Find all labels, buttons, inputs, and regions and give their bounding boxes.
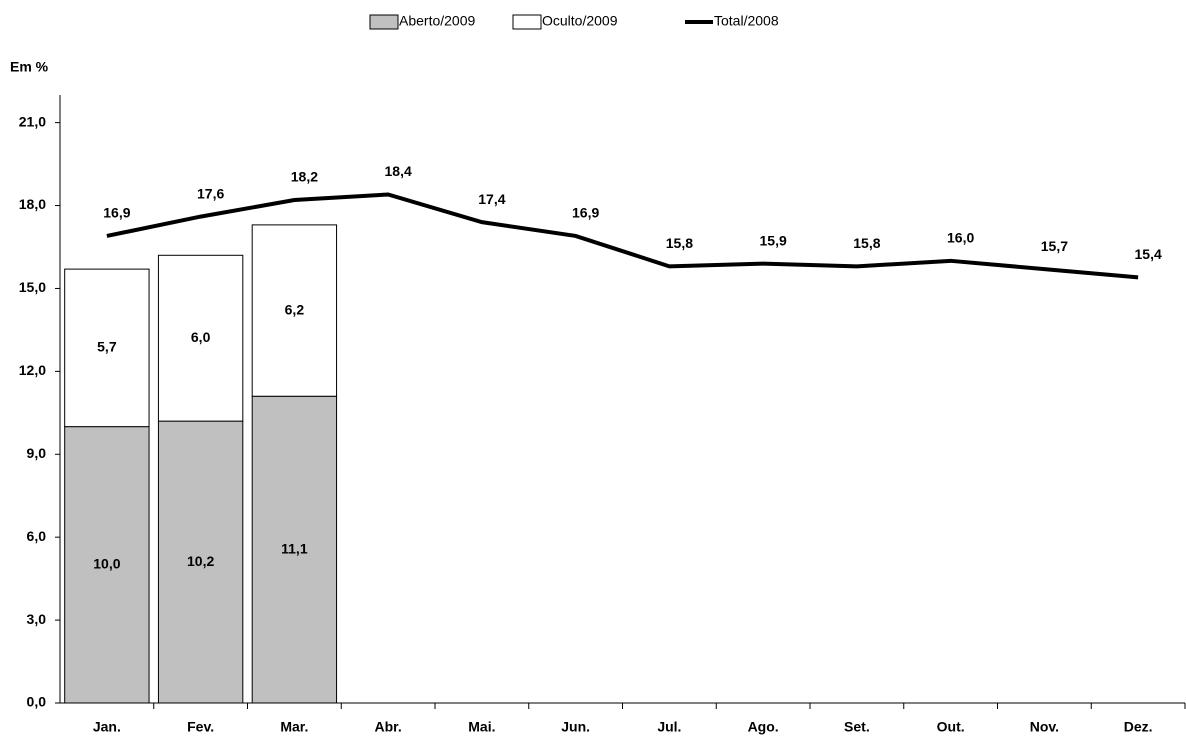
x-tick-label: Dez.	[1124, 719, 1153, 735]
x-tick-label: Jul.	[657, 719, 681, 735]
bar-value-label: 11,1	[281, 540, 308, 556]
line-value-label: 18,2	[291, 169, 318, 185]
x-tick-label: Fev.	[187, 719, 214, 735]
bar-value-label: 6,0	[191, 329, 211, 345]
x-tick-label: Nov.	[1030, 719, 1059, 735]
y-tick-label: 9,0	[27, 445, 47, 461]
line-value-label: 16,9	[103, 205, 130, 221]
legend-label: Oculto/2009	[542, 13, 618, 29]
y-tick-label: 21,0	[19, 113, 46, 129]
x-tick-label: Out.	[937, 719, 965, 735]
line-value-label: 16,0	[947, 230, 974, 246]
line-value-label: 15,7	[1041, 238, 1068, 254]
bar	[64, 268, 150, 428]
line-value-label: 17,4	[478, 191, 505, 207]
x-tick-label: Mai.	[468, 719, 495, 735]
x-tick-label: Mar.	[280, 719, 308, 735]
line-value-label: 15,8	[666, 235, 693, 251]
line-value-label: 16,9	[572, 205, 599, 221]
y-tick-label: 18,0	[19, 196, 46, 212]
line	[106, 192, 1139, 280]
line-value-label: 15,9	[760, 232, 787, 248]
bar-value-label: 5,7	[97, 339, 117, 355]
line-value-label: 18,4	[385, 163, 412, 179]
line-value-label: 15,4	[1135, 246, 1162, 262]
bar-value-label: 6,2	[285, 301, 305, 317]
line-value-label: 15,8	[853, 235, 880, 251]
legend-swatch	[369, 14, 399, 30]
bar-value-label: 10,2	[187, 553, 214, 569]
x-tick-label: Ago.	[748, 719, 779, 735]
y-tick-label: 0,0	[27, 694, 47, 710]
y-tick-label: 3,0	[27, 611, 47, 627]
legend-swatch	[512, 14, 542, 30]
bar	[251, 395, 338, 704]
x-tick-label: Abr.	[375, 719, 402, 735]
x-tick-label: Jan.	[93, 719, 121, 735]
bar	[64, 426, 150, 704]
bar	[251, 224, 338, 397]
y-tick-label: 15,0	[19, 279, 46, 295]
x-tick-label: Jun.	[561, 719, 590, 735]
legend-label: Total/2008	[714, 13, 779, 29]
y-tick-label: 12,0	[19, 362, 46, 378]
y-tick-label: 6,0	[27, 528, 47, 544]
legend-label: Aberto/2009	[399, 13, 475, 29]
bar-value-label: 10,0	[93, 556, 120, 572]
line-value-label: 17,6	[197, 185, 224, 201]
x-tick-label: Set.	[844, 719, 870, 735]
y-axis-label: Em %	[10, 59, 49, 75]
bar	[157, 420, 244, 704]
bar	[157, 254, 244, 422]
